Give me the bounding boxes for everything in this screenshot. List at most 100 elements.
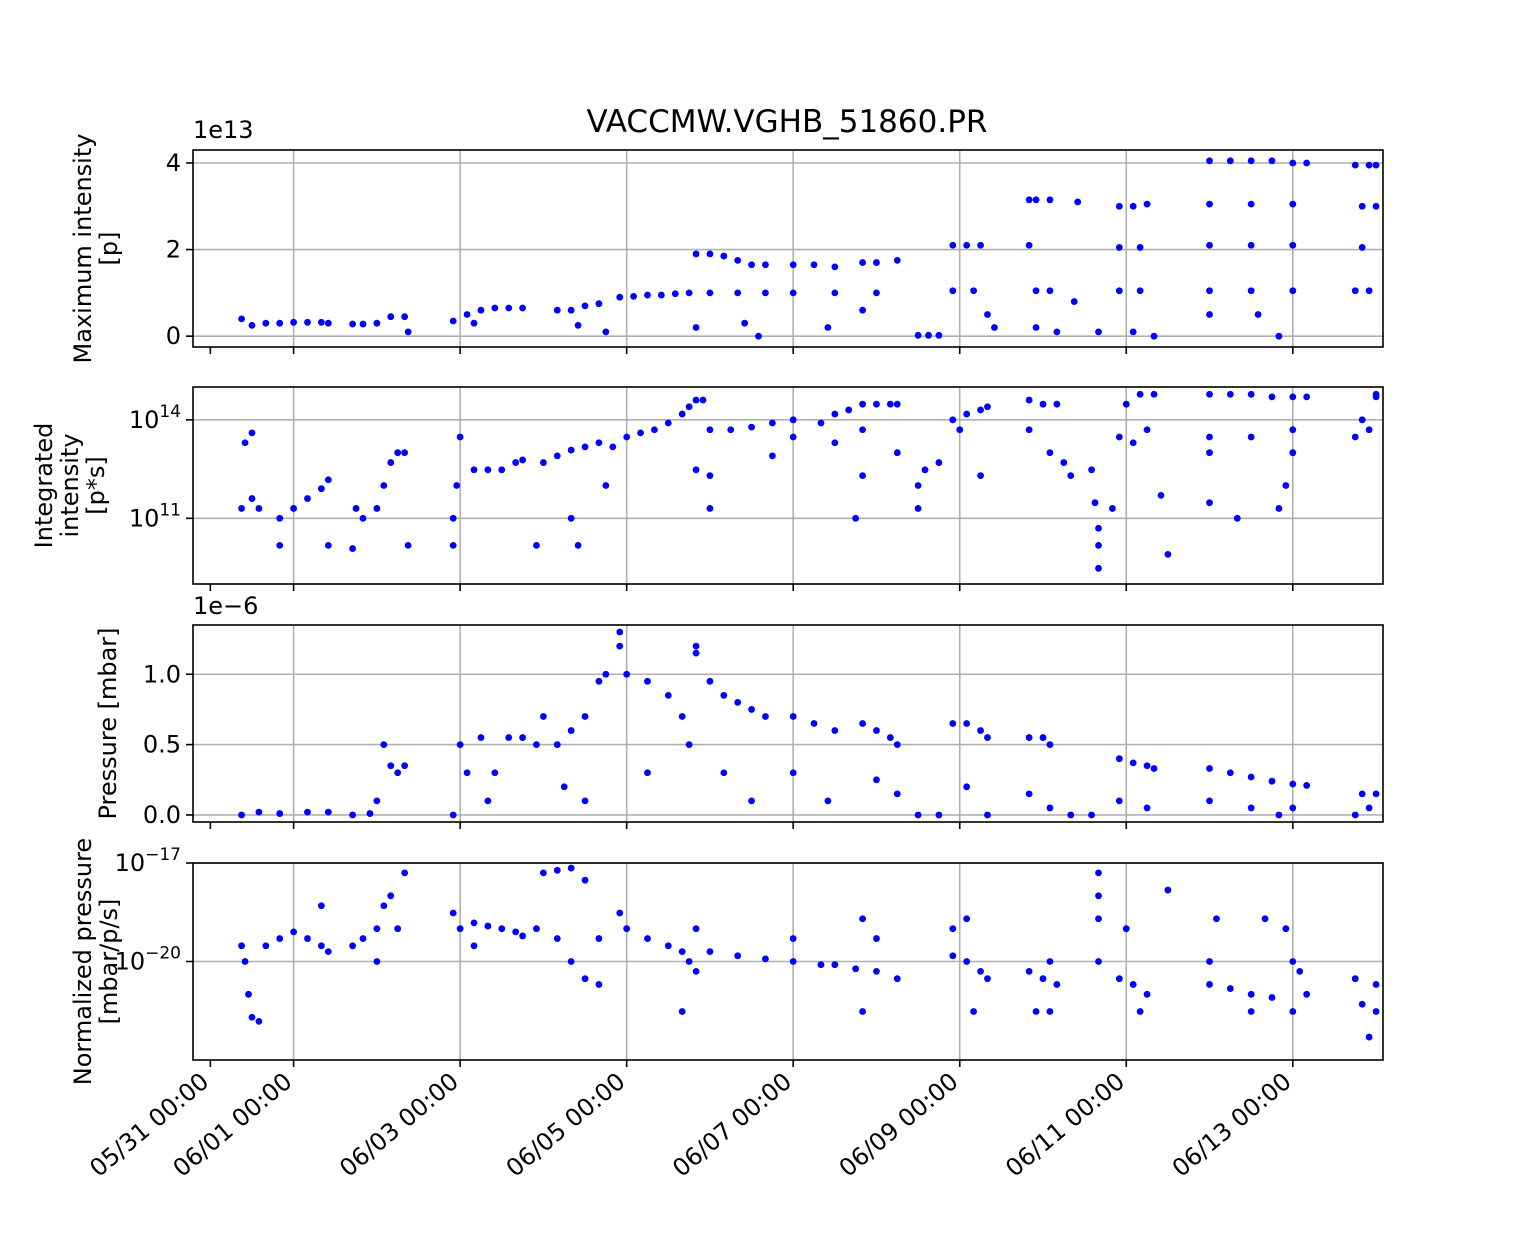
data-point [1025,967,1033,975]
data-point [1275,811,1283,819]
data-point [824,797,832,805]
data-point [595,439,603,447]
data-point [692,925,700,933]
axes-frame-1 [192,386,1384,585]
data-point [859,472,866,480]
data-point [1268,157,1276,165]
data-point [290,505,298,512]
data-point [1095,892,1102,900]
data-point [1289,200,1297,208]
data-point [470,942,478,950]
data-point [373,797,381,805]
data-point [1351,811,1359,819]
data-point [949,952,957,960]
data-point [581,876,589,884]
data-point [831,727,839,734]
data-point [567,446,575,454]
data-point [685,403,693,411]
data-point [963,783,971,791]
data-point [553,741,561,749]
data-point [706,472,714,480]
data-point [1282,482,1290,489]
data-point [664,419,672,427]
data-point [255,505,263,512]
data-point [491,304,499,312]
data-point [963,915,971,923]
data-point [935,811,943,819]
data-point [1372,1008,1380,1015]
data-point [1372,790,1380,798]
data-point [602,482,610,489]
data-point [1289,780,1297,788]
data-point [1206,449,1213,457]
data-point [1372,390,1380,398]
x-tick-label: 06/13 00:00 [1167,1067,1297,1182]
data-point [248,495,256,502]
data-point [352,505,360,512]
data-point [349,942,356,950]
data-point [1247,433,1255,441]
data-point [720,691,728,699]
data-point [519,304,526,312]
data-point [245,990,252,998]
axes-frame-0 [192,149,1384,348]
data-point [914,505,922,512]
data-point [873,259,880,266]
data-point [394,449,402,457]
data-point [727,426,735,434]
data-point [317,902,325,910]
data-point [963,958,971,965]
data-point [602,670,610,678]
data-point [1206,981,1213,988]
data-point [671,290,679,298]
data-point [449,909,457,917]
data-point [1039,734,1047,741]
data-point [893,449,901,457]
data-point [387,459,395,466]
data-point [380,741,388,749]
data-point [241,439,249,447]
data-point [238,811,245,819]
data-point [553,452,561,460]
data-point [1226,985,1234,992]
data-point [1247,287,1255,295]
data-point [984,311,991,318]
data-point [935,459,943,466]
data-point [1067,472,1075,480]
data-point [304,495,311,502]
data-point [581,302,589,310]
data-point [644,935,651,942]
data-point [734,952,742,960]
y-tick-label: 0.5 [143,731,181,759]
data-point [1358,416,1366,424]
panel-pressure: 0.0 0.5 1.0 1e−6 Pressure [mbar] [94,592,1384,829]
data-point [1143,200,1151,208]
data-point [1053,981,1061,988]
data-point [456,925,464,933]
data-point [595,300,603,308]
data-point [859,259,866,266]
data-point [581,713,589,720]
data-point [394,925,402,933]
data-point [387,313,395,321]
data-point [238,942,245,950]
data-point [498,925,506,933]
data-point [1358,790,1366,798]
data-point [453,482,461,489]
data-point [248,1013,256,1021]
data-point [1095,958,1102,965]
data-point [949,720,957,727]
data-point [789,769,797,777]
data-point [519,734,526,741]
data-point [581,975,589,983]
data-point [602,328,610,336]
data-point [977,967,984,975]
data-point [852,514,860,522]
data-point [685,289,693,297]
data-point [1206,200,1213,208]
y-tick-label: 1014 [129,402,181,434]
data-point [762,955,769,963]
data-point [1143,804,1151,812]
data-point [921,466,929,474]
